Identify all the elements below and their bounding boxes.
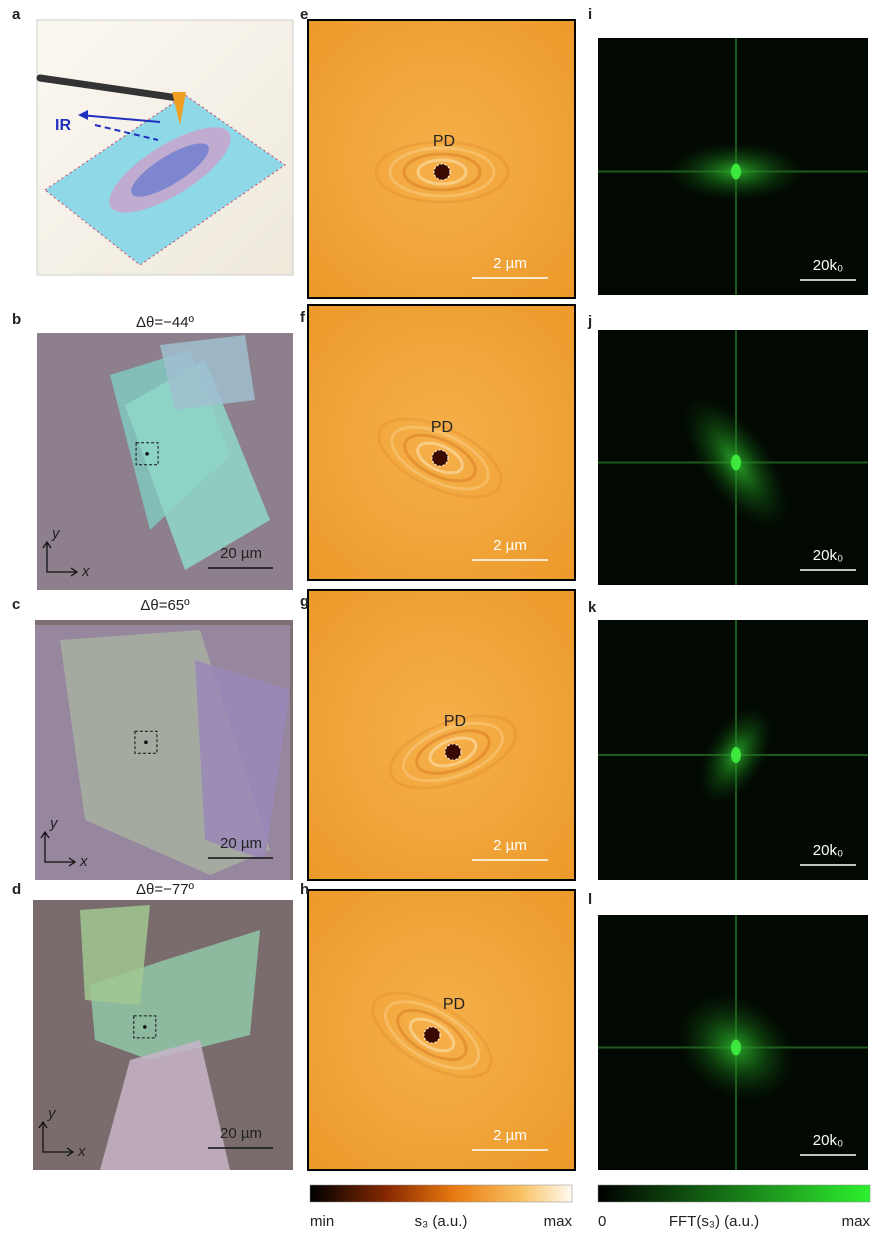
figure: a IR bΔθ=−44º20 µmyxcΔθ=65º20 µmyxdΔθ=−7… xyxy=(0,0,891,1238)
colorbar-max: max xyxy=(842,1213,871,1230)
defect xyxy=(432,450,448,466)
panel-a xyxy=(37,20,293,275)
axis-label: x xyxy=(79,853,88,870)
feature-label: PD xyxy=(431,419,453,436)
flake xyxy=(80,905,150,1005)
axis-label: x xyxy=(77,1143,86,1160)
scale-bar-label: 20k₀ xyxy=(813,842,843,859)
panel-letter: a xyxy=(12,6,21,23)
panel-letter: k xyxy=(588,599,597,616)
marker-dot xyxy=(145,452,149,456)
colorbar-title: s₃ (a.u.) xyxy=(415,1213,468,1230)
panel-letter: d xyxy=(12,881,21,898)
colorbar-title: FFT(s₃) (a.u.) xyxy=(669,1213,759,1230)
feature-label: PD xyxy=(444,713,466,730)
scale-bar-label: 20k₀ xyxy=(813,547,843,564)
panel-letter: h xyxy=(300,881,309,898)
nearfield-image xyxy=(308,890,575,1170)
colorbar-max: max xyxy=(544,1213,573,1230)
panel-letter: c xyxy=(12,596,20,613)
colorbar-min: 0 xyxy=(598,1213,606,1230)
beam-label: IR xyxy=(55,117,71,134)
fft-center xyxy=(731,747,741,763)
marker-dot xyxy=(144,740,148,744)
defect xyxy=(434,164,450,180)
feature-label: PD xyxy=(433,133,455,150)
panel-title: Δθ=−44º xyxy=(136,314,195,331)
scale-bar-label: 20 µm xyxy=(220,835,262,852)
colorbar xyxy=(598,1185,870,1202)
nearfield-image xyxy=(308,305,575,580)
scale-bar-label: 2 µm xyxy=(493,1127,527,1144)
panel-letter: i xyxy=(588,6,592,23)
flake xyxy=(160,335,255,410)
panel-letter: e xyxy=(300,6,308,23)
nearfield-image xyxy=(308,590,575,880)
defect xyxy=(445,744,461,760)
colorbar-min: min xyxy=(310,1213,334,1230)
fft-center xyxy=(731,164,741,180)
feature-label: PD xyxy=(443,996,465,1013)
scale-bar-label: 2 µm xyxy=(493,837,527,854)
panel-letter: f xyxy=(300,309,306,326)
panel-title: Δθ=−77º xyxy=(136,881,195,898)
axis-label: x xyxy=(81,563,90,580)
panel-letter: l xyxy=(588,891,592,908)
scale-bar-label: 20 µm xyxy=(220,545,262,562)
scale-bar-label: 20k₀ xyxy=(813,1132,843,1149)
colorbar xyxy=(310,1185,572,1202)
panel-letter: b xyxy=(12,311,21,328)
scale-bar-label: 2 µm xyxy=(493,255,527,272)
panel-letter: g xyxy=(300,593,309,610)
defect xyxy=(424,1027,440,1043)
fft-center xyxy=(731,455,741,471)
scale-bar-label: 2 µm xyxy=(493,537,527,554)
fft-center xyxy=(731,1040,741,1056)
scale-bar-label: 20 µm xyxy=(220,1125,262,1142)
scale-bar-label: 20k₀ xyxy=(813,257,843,274)
panel-letter: j xyxy=(587,313,592,330)
marker-dot xyxy=(143,1025,147,1029)
panel-title: Δθ=65º xyxy=(140,597,190,614)
